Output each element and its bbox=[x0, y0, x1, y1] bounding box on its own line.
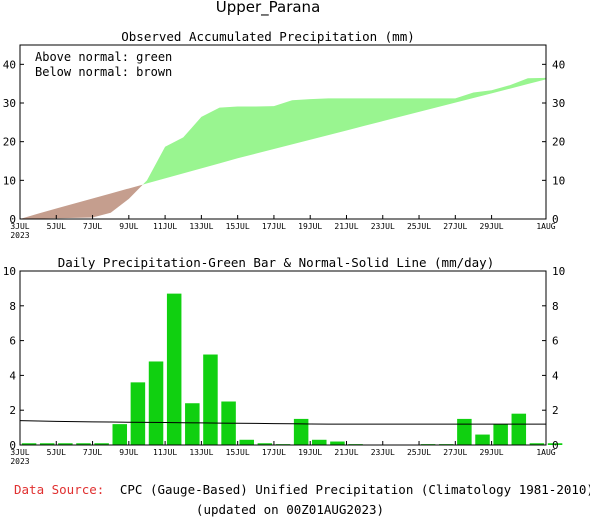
precip-bar bbox=[257, 443, 273, 445]
top-xtick-label: 7JUL bbox=[83, 222, 102, 231]
precip-bar bbox=[39, 443, 55, 445]
footer-source-text: CPC (Gauge-Based) Unified Precipitation … bbox=[120, 482, 590, 497]
top-xtick-label: 29JUL bbox=[480, 222, 504, 231]
footer-source-label: Data Source: bbox=[14, 482, 104, 497]
bottom-ytick-label-left: 10 bbox=[3, 265, 16, 278]
bottom-chart-title: Daily Precipitation-Green Bar & Normal-S… bbox=[58, 255, 495, 270]
precip-bar bbox=[547, 443, 563, 445]
top-ytick-label-right: 0 bbox=[552, 213, 559, 226]
precip-bar bbox=[130, 382, 146, 445]
bottom-ytick-label-right: 4 bbox=[552, 369, 559, 382]
legend-line: Above normal: green bbox=[35, 50, 172, 64]
bottom-xtick-label: 3JUL bbox=[10, 448, 29, 457]
accumulated-precip-chart: 0 0 10 10 20 20 30 30 40 40 3JUL 5JUL 7JUL 9JUL 11JUL 1… bbox=[3, 44, 565, 240]
bottom-xtick-label: 15JUL bbox=[226, 448, 250, 457]
precip-bar bbox=[21, 443, 37, 445]
top-frame bbox=[19, 44, 547, 220]
top-ytick-label-right: 20 bbox=[552, 136, 565, 149]
bottom-ytick-label-right: 0 bbox=[552, 439, 559, 452]
above-normal-area bbox=[142, 74, 546, 185]
top-xtick-label: 21JUL bbox=[334, 222, 358, 231]
main-title: Upper_Parana bbox=[216, 0, 321, 17]
top-year-label: 2023 bbox=[10, 231, 29, 240]
bottom-xtick-label: 11JUL bbox=[153, 448, 177, 457]
top-ytick-label-left: 0 bbox=[9, 213, 16, 226]
bottom-xtick-label: 1AUG bbox=[536, 448, 555, 457]
bottom-ytick-label-left: 4 bbox=[9, 369, 16, 382]
top-ytick-label-right: 10 bbox=[552, 174, 565, 187]
precip-bar bbox=[185, 403, 200, 445]
precip-bar bbox=[529, 443, 545, 445]
top-ytick-label-left: 20 bbox=[3, 136, 16, 149]
bottom-ytick-label-right: 6 bbox=[552, 335, 559, 348]
precip-bar bbox=[112, 424, 128, 445]
precip-bar bbox=[475, 434, 490, 445]
top-xtick-label: 23JUL bbox=[371, 222, 395, 231]
precip-bar bbox=[293, 418, 309, 445]
top-xtick-label: 27JUL bbox=[443, 222, 467, 231]
bottom-xtick-label: 13JUL bbox=[189, 448, 213, 457]
below-normal-area bbox=[20, 184, 143, 219]
precip-bar bbox=[203, 354, 218, 445]
bottom-xtick-label: 7JUL bbox=[83, 448, 102, 457]
bottom-ytick-label-left: 8 bbox=[9, 300, 16, 313]
legend-line: Below normal: brown bbox=[35, 65, 172, 79]
top-chart-title: Observed Accumulated Precipitation (mm) bbox=[121, 29, 415, 44]
bottom-ytick-label-left: 2 bbox=[9, 404, 16, 417]
precip-bar bbox=[330, 441, 345, 445]
bottom-xtick-label: 19JUL bbox=[298, 448, 322, 457]
bottom-year-label: 2023 bbox=[10, 457, 29, 466]
bottom-xtick-label: 17JUL bbox=[262, 448, 286, 457]
top-xtick-label: 9JUL bbox=[119, 222, 138, 231]
top-xtick-label: 5JUL bbox=[47, 222, 66, 231]
top-xtick-label: 25JUL bbox=[407, 222, 431, 231]
top-xtick-label: 1AUG bbox=[536, 222, 555, 231]
top-ytick-label-left: 40 bbox=[3, 58, 16, 71]
top-xtick-label: 17JUL bbox=[262, 222, 286, 231]
bottom-ytick-label-left: 6 bbox=[9, 335, 16, 348]
precip-bar bbox=[457, 418, 472, 445]
top-ytick-label-right: 30 bbox=[552, 97, 565, 110]
bottom-ytick-label-right: 8 bbox=[552, 300, 559, 313]
top-xtick-label: 11JUL bbox=[153, 222, 177, 231]
footer-source: Data Source: CPC (Gauge-Based) Unified P… bbox=[14, 482, 590, 497]
top-xtick-label: 19JUL bbox=[298, 222, 322, 231]
precip-bar bbox=[511, 413, 527, 445]
bottom-xtick-label: 9JUL bbox=[119, 448, 138, 457]
bottom-ytick-label-right: 2 bbox=[552, 404, 559, 417]
bottom-xtick-label: 23JUL bbox=[371, 448, 395, 457]
daily-precip-chart: 0 0 2 2 4 4 6 6 8 8 10 10 3JUL 5JUL 7JUL 9JUL 11JUL 13JUL… bbox=[3, 265, 566, 466]
bottom-xtick-label: 5JUL bbox=[47, 448, 66, 457]
bottom-xtick-label: 29JUL bbox=[480, 448, 504, 457]
normal-line bbox=[19, 420, 546, 425]
precip-bar bbox=[312, 439, 327, 445]
bottom-frame bbox=[19, 270, 547, 446]
precip-bar bbox=[166, 293, 182, 445]
bottom-xtick-label: 27JUL bbox=[443, 448, 467, 457]
precip-bar bbox=[58, 443, 73, 445]
top-xtick-label: 3JUL bbox=[10, 222, 29, 231]
top-ytick-label-left: 30 bbox=[3, 97, 16, 110]
bottom-ytick-label-right: 10 bbox=[552, 265, 565, 278]
bottom-xtick-label: 21JUL bbox=[334, 448, 358, 457]
top-xtick-label: 15JUL bbox=[226, 222, 250, 231]
precip-bar bbox=[493, 424, 508, 445]
precip-bar bbox=[94, 443, 109, 445]
footer-updated: (updated on 00Z01AUG2023) bbox=[196, 502, 384, 517]
top-xtick-label: 13JUL bbox=[189, 222, 213, 231]
top-ytick-label-left: 10 bbox=[3, 174, 16, 187]
precip-bar bbox=[239, 439, 254, 445]
top-ytick-label-right: 40 bbox=[552, 58, 565, 71]
bottom-xtick-label: 25JUL bbox=[407, 448, 431, 457]
precip-bar bbox=[148, 361, 164, 445]
bottom-ytick-label-left: 0 bbox=[9, 439, 16, 452]
precip-bar bbox=[76, 443, 91, 445]
